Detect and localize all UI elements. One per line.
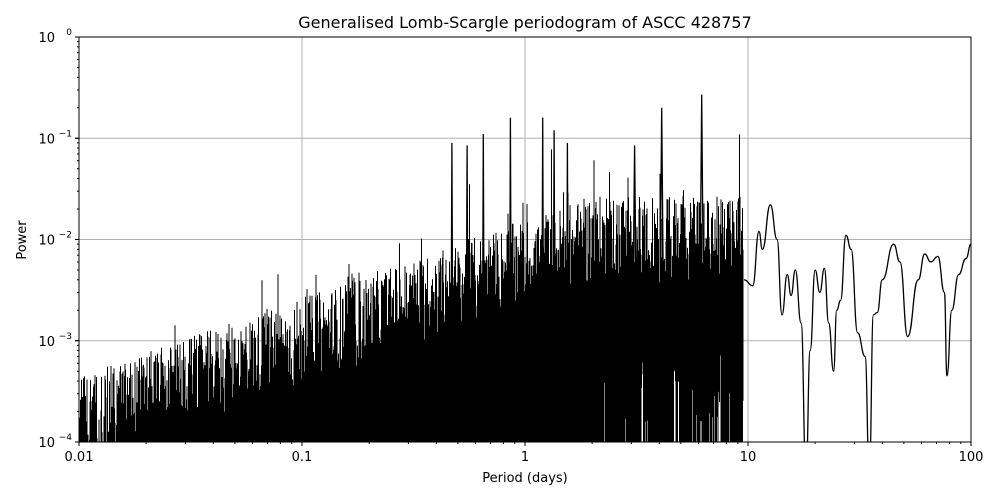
y-tick-exponent: 0 — [66, 28, 72, 38]
x-axis-label: Period (days) — [482, 471, 568, 486]
y-tick-exponent: −4 — [59, 433, 73, 443]
y-tick-label: 10 — [38, 335, 55, 350]
y-tick-exponent: −3 — [59, 332, 72, 342]
y-tick-label: 10 — [38, 436, 55, 451]
x-tick-label: 1 — [521, 450, 529, 465]
x-tick-label: 100 — [959, 450, 984, 465]
periodogram-series — [79, 94, 971, 442]
y-axis-label: Power — [15, 220, 30, 260]
x-tick-label: 0.1 — [292, 450, 313, 465]
x-tick-label: 0.01 — [65, 450, 94, 465]
y-tick-label: 10 — [38, 234, 55, 249]
chart-title: Generalised Lomb-Scargle periodogram of … — [298, 13, 752, 32]
x-axis-ticks: 0.01 0.1 1 10 100 — [65, 442, 984, 465]
y-tick-exponent: −2 — [59, 231, 72, 241]
x-tick-label: 10 — [740, 450, 757, 465]
y-tick-exponent: −1 — [59, 129, 72, 139]
y-tick-label: 10 — [38, 132, 55, 147]
y-axis-ticks: 10 −4 10 −3 10 −2 10 −1 10 0 — [38, 28, 79, 451]
y-tick-label: 10 — [38, 31, 55, 46]
